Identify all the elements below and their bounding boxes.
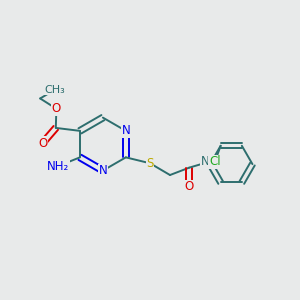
Text: O: O [52, 102, 61, 115]
Text: Cl: Cl [209, 155, 220, 169]
Text: O: O [38, 137, 47, 150]
Text: O: O [184, 180, 194, 193]
Text: NH: NH [200, 155, 218, 168]
Text: N: N [98, 164, 107, 177]
Text: N: N [122, 124, 130, 137]
Text: CH₃: CH₃ [44, 85, 65, 94]
Text: S: S [146, 157, 154, 170]
Text: NH₂: NH₂ [47, 160, 69, 173]
